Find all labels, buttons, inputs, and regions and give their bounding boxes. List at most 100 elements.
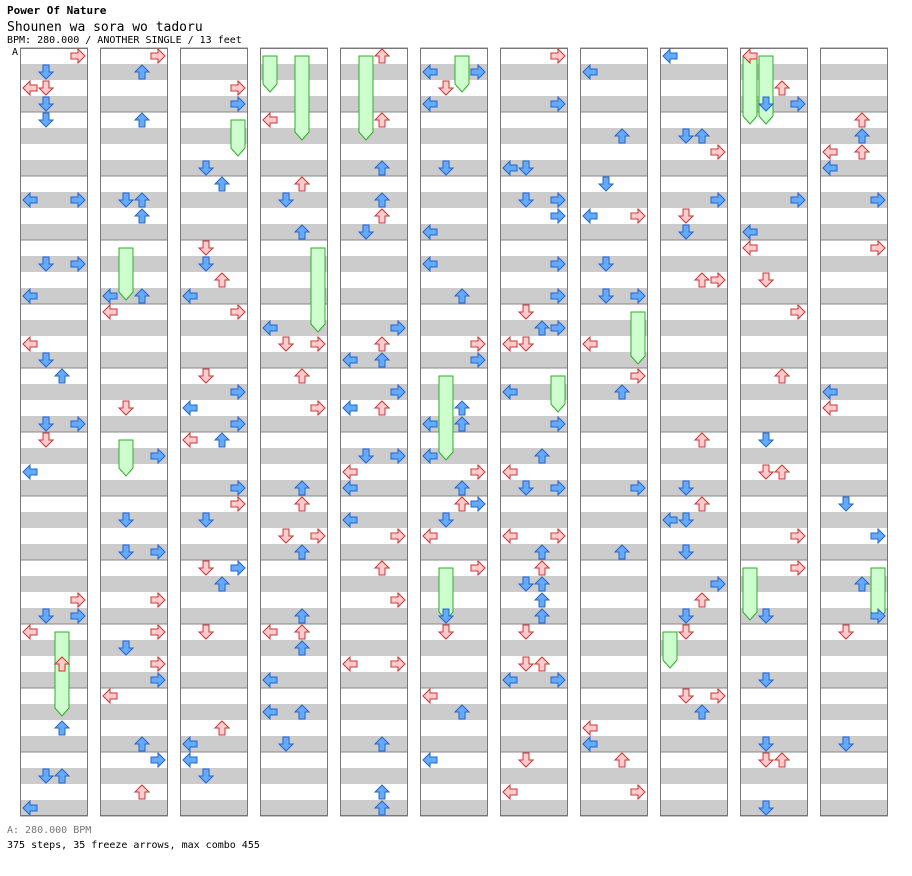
step-arrow: [693, 496, 711, 512]
song-title: Shounen wa sora wo tadoru: [7, 20, 203, 35]
beat-band: [100, 640, 168, 656]
beat-band: [820, 384, 888, 400]
step-arrow: [22, 191, 38, 209]
step-arrow: [757, 432, 775, 448]
beat-band: [740, 512, 808, 528]
beat-band: [660, 736, 728, 752]
step-arrow: [437, 624, 455, 640]
step-arrow: [373, 560, 391, 576]
beat-band: [340, 352, 408, 368]
step-arrow: [790, 559, 806, 577]
step-arrow: [150, 623, 166, 641]
freeze-arrow: [758, 55, 774, 125]
step-arrow: [277, 528, 295, 544]
step-arrow: [582, 207, 598, 225]
beat-band: [180, 256, 248, 272]
step-arrow: [390, 591, 406, 609]
beat-band: [500, 64, 568, 80]
beat-band: [820, 160, 888, 176]
step-arrow: [502, 527, 518, 545]
beat-band: [260, 608, 328, 624]
beat-band: [340, 800, 408, 816]
column-border: [20, 48, 88, 816]
beat-band: [100, 512, 168, 528]
chart-column: [100, 47, 168, 817]
beat-band: [580, 480, 648, 496]
beat-band: [100, 288, 168, 304]
step-arrow: [37, 64, 55, 80]
beat-band: [100, 384, 168, 400]
step-arrow: [230, 559, 246, 577]
step-arrow: [277, 192, 295, 208]
step-arrow: [517, 576, 535, 592]
beat-band: [340, 288, 408, 304]
step-arrow: [182, 751, 198, 769]
chart-column: [580, 47, 648, 817]
step-arrow: [853, 144, 871, 160]
column-border: [820, 48, 888, 816]
step-arrow: [53, 720, 71, 736]
step-arrow: [502, 463, 518, 481]
step-arrow: [342, 655, 358, 673]
beat-band: [180, 640, 248, 656]
step-arrow: [197, 160, 215, 176]
beat-band: [180, 320, 248, 336]
beat-band: [420, 288, 488, 304]
step-arrow: [822, 383, 838, 401]
step-arrow: [150, 591, 166, 609]
step-arrow: [597, 288, 615, 304]
step-arrow: [133, 64, 151, 80]
beat-band: [260, 672, 328, 688]
step-arrow: [197, 512, 215, 528]
beat-band: [420, 384, 488, 400]
step-arrow: [582, 63, 598, 81]
step-arrow: [230, 95, 246, 113]
step-arrow: [37, 416, 55, 432]
step-arrow: [197, 368, 215, 384]
beat-band: [820, 224, 888, 240]
beat-band: [820, 192, 888, 208]
beat-band: [20, 512, 88, 528]
beat-band: [100, 320, 168, 336]
step-arrow: [37, 608, 55, 624]
step-arrow: [677, 544, 695, 560]
step-arrow: [502, 159, 518, 177]
beat-band: [180, 96, 248, 112]
beat-band: [340, 64, 408, 80]
step-arrow: [853, 112, 871, 128]
beat-band: [340, 384, 408, 400]
step-arrow: [822, 399, 838, 417]
freeze-arrow: [54, 631, 70, 717]
step-arrow: [550, 207, 566, 225]
step-arrow: [422, 527, 438, 545]
beat-band: [100, 224, 168, 240]
beat-band: [340, 448, 408, 464]
freeze-arrow: [550, 375, 566, 413]
chart-column: [820, 47, 888, 817]
step-arrow: [197, 240, 215, 256]
beat-band: [580, 800, 648, 816]
step-arrow: [597, 176, 615, 192]
beat-band: [820, 448, 888, 464]
step-arrow: [390, 527, 406, 545]
beat-band: [500, 640, 568, 656]
step-arrow: [677, 128, 695, 144]
step-arrow: [37, 256, 55, 272]
step-arrow: [373, 736, 391, 752]
step-arrow: [70, 47, 86, 65]
step-arrow: [230, 415, 246, 433]
step-arrow: [677, 208, 695, 224]
beat-band: [740, 160, 808, 176]
beat-band: [20, 192, 88, 208]
beat-band: [180, 480, 248, 496]
beat-band: [20, 768, 88, 784]
beat-band: [500, 448, 568, 464]
beat-band: [100, 608, 168, 624]
beat-band: [660, 768, 728, 784]
step-arrow: [453, 288, 471, 304]
beat-band: [180, 416, 248, 432]
beat-band: [340, 224, 408, 240]
beat-band: [500, 608, 568, 624]
freeze-arrow: [294, 55, 310, 141]
step-arrow: [853, 576, 871, 592]
